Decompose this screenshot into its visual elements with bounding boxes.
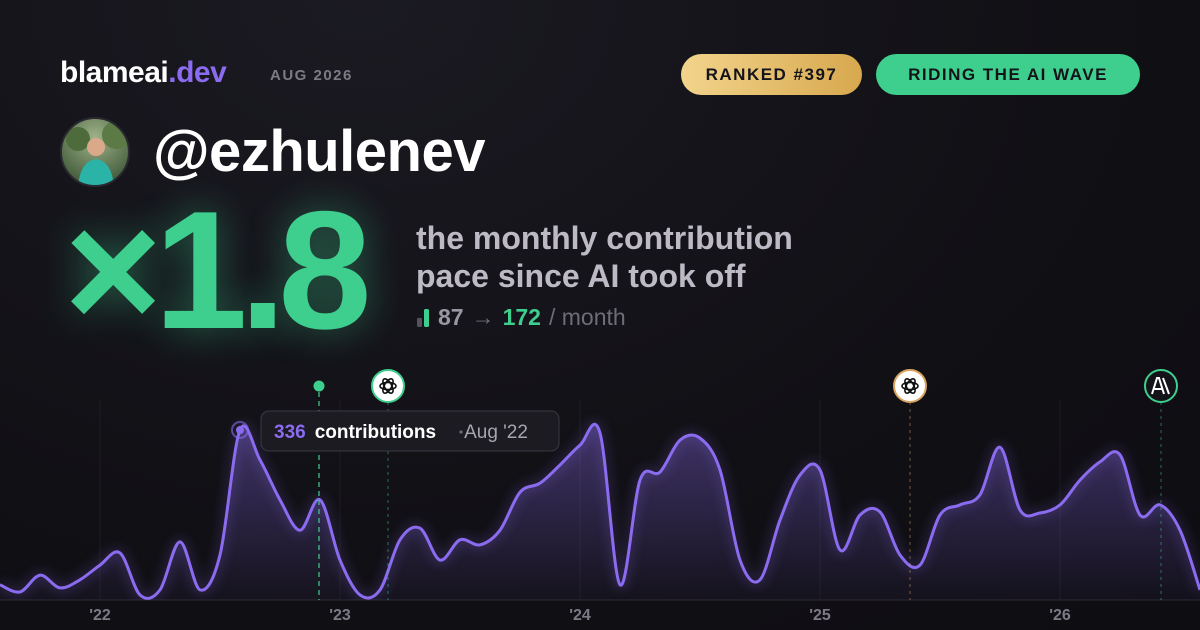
event-markers: [313, 369, 1178, 600]
x-tick-label: '24: [569, 607, 591, 624]
rank-badge: RANKED #397: [681, 54, 862, 95]
x-tick-label: '23: [329, 607, 351, 624]
brand: blameai.dev: [60, 56, 227, 90]
line: [0, 422, 1200, 600]
tooltip-sep: [459, 430, 463, 434]
tooltip-label: contributions: [315, 422, 436, 443]
x-tick-label: '25: [809, 607, 831, 624]
tooltip: 336 contributions Aug '22: [260, 410, 560, 452]
pace-before: 87: [438, 304, 464, 330]
brand-name: blameai: [60, 56, 169, 89]
tooltip-date: Aug '22: [464, 422, 528, 443]
status-badge: RIDING THE AI WAVE: [876, 54, 1140, 95]
series: [0, 422, 1200, 600]
multiplier: ×1.8: [64, 176, 372, 364]
pace-unit: / month: [548, 304, 626, 330]
tooltip-text: 336 contributions Aug '22: [274, 422, 528, 443]
pace-bars: [417, 308, 429, 327]
username: @ezhulenev: [153, 119, 485, 184]
brand-tld: .dev: [168, 56, 227, 89]
pace: 87 → 172 / month: [416, 304, 626, 331]
pace-after: 172: [502, 304, 541, 330]
plot-area: '22 '23 '24 '25 '26: [0, 400, 1200, 624]
x-tick-label: '22: [89, 607, 111, 624]
tooltip-value: 336: [274, 422, 306, 443]
tooltip-box: [260, 410, 560, 452]
pace-arrow: →: [471, 304, 495, 330]
x-tick-label: '26: [1049, 607, 1071, 624]
pace-bar-after: [424, 308, 429, 327]
pace-bar-before: [417, 317, 422, 327]
period: AUG 2026: [270, 67, 353, 84]
avatar: [60, 117, 130, 187]
description: the monthly contribution pace since AI t…: [416, 220, 793, 294]
peak-dot: [236, 426, 244, 435]
peak-ring: [231, 421, 249, 440]
